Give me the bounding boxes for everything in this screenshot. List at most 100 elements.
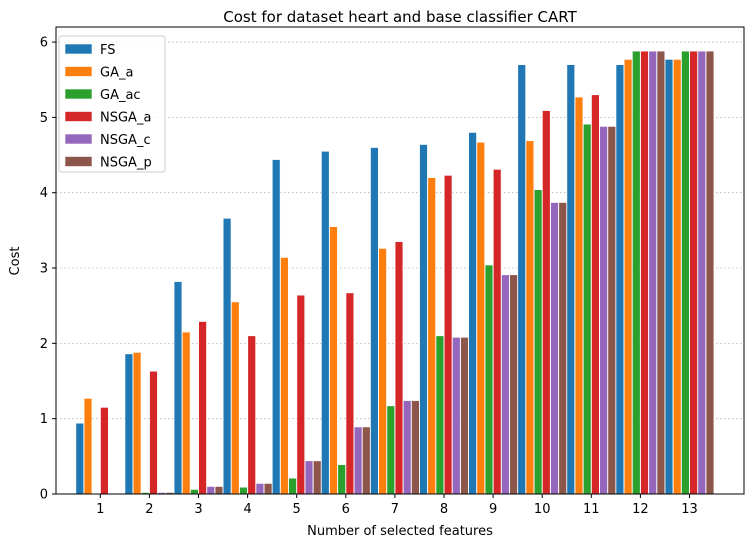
- chart-title: Cost for dataset heart and base classifi…: [223, 8, 577, 26]
- bar-ga-ac: [681, 50, 690, 495]
- bar-ga-ac: [288, 477, 297, 495]
- bar-nsga-a: [100, 407, 109, 495]
- legend-swatch: [64, 133, 93, 145]
- bar-nsga-p: [362, 426, 371, 495]
- bar-nsga-c: [353, 426, 363, 495]
- bar-ga-a: [132, 352, 142, 495]
- x-tick-label: 2: [145, 502, 153, 517]
- bar-fs: [517, 64, 526, 495]
- bar-fs: [370, 147, 379, 495]
- legend-label: GA_a: [100, 66, 133, 81]
- bar-nsga-p: [509, 274, 518, 495]
- bar-fs: [615, 64, 625, 495]
- bar-fs: [75, 422, 85, 495]
- bar-nsga-c: [550, 202, 559, 495]
- y-tick-label: 1: [40, 412, 48, 427]
- bar-nsga-a: [345, 292, 355, 495]
- bar-nsga-a: [296, 294, 305, 495]
- bar-ga-ac: [190, 489, 199, 495]
- y-tick-label: 5: [40, 111, 48, 126]
- bar-ga-a: [623, 59, 633, 495]
- bar-nsga-p: [214, 486, 224, 495]
- bar-ga-a: [476, 141, 485, 495]
- y-tick-label: 4: [40, 186, 48, 201]
- bar-fs: [173, 281, 183, 495]
- bar-nsga-c: [206, 486, 215, 495]
- bar-nsga-a: [198, 321, 207, 495]
- legend: FS GA_a GA_ac NSGA_a NSGA_c NSGA_p: [58, 35, 166, 173]
- x-tick-label: 11: [583, 502, 600, 517]
- y-tick-label: 6: [40, 36, 48, 51]
- bar-nsga-p: [411, 400, 420, 495]
- legend-swatch: [64, 66, 93, 77]
- legend-swatch: [64, 88, 93, 100]
- bar-ga-a: [83, 398, 93, 495]
- y-axis-ticks: 0 1 2 3 4 5 6: [40, 36, 56, 503]
- bar-nsga-p: [460, 337, 469, 495]
- legend-label: NSGA_c: [100, 133, 151, 148]
- bar-nsga-c: [304, 460, 314, 495]
- bar-nsga-c: [697, 50, 707, 495]
- legend-label: NSGA_a: [100, 111, 151, 126]
- x-tick-label: 13: [681, 502, 698, 517]
- bar-nsga-a: [689, 50, 698, 495]
- bar-fs: [271, 159, 281, 495]
- bar-nsga-c: [452, 337, 461, 495]
- legend-label: FS: [100, 43, 116, 58]
- bar-nsga-c: [402, 400, 412, 495]
- y-axis-label: Cost: [8, 247, 23, 276]
- bar-fs: [664, 59, 674, 495]
- bar-ga-ac: [337, 464, 346, 495]
- bar-nsga-c: [648, 50, 657, 495]
- bar-nsga-p: [607, 126, 617, 495]
- x-axis-label: Number of selected features: [307, 524, 493, 539]
- y-tick-label: 3: [40, 262, 48, 277]
- bar-nsga-a: [640, 50, 649, 495]
- bar-nsga-p: [705, 50, 715, 495]
- bar-nsga-p: [263, 483, 273, 495]
- bar-fs: [468, 132, 477, 495]
- legend-label: GA_ac: [100, 88, 141, 103]
- bar-nsga-p: [656, 50, 666, 495]
- plot-frame: [55, 26, 745, 495]
- bar-ga-a: [672, 59, 682, 495]
- x-tick-label: 7: [391, 502, 399, 517]
- x-axis-ticks: 1 2 3 4 5 6 7 8 9 10 11 12 13: [96, 494, 698, 517]
- bar-nsga-c: [255, 483, 265, 495]
- x-tick-label: 3: [194, 502, 202, 517]
- bar-ga-ac: [239, 486, 248, 495]
- bar-ga-ac: [386, 405, 395, 495]
- bar-ga-a: [329, 226, 338, 495]
- x-tick-label: 12: [632, 502, 649, 517]
- bar-ga-ac: [533, 189, 543, 495]
- x-tick-label: 5: [293, 502, 301, 517]
- bar-nsga-a: [443, 175, 453, 495]
- bar-ga-ac: [582, 123, 592, 495]
- bar-ga-ac: [632, 50, 641, 495]
- bar-fs: [419, 144, 428, 495]
- y-tick-label: 2: [40, 337, 48, 352]
- x-tick-label: 9: [489, 502, 497, 517]
- bar-fs: [321, 150, 330, 495]
- x-tick-label: 6: [342, 502, 350, 517]
- x-tick-label: 8: [440, 502, 448, 517]
- y-tick-label: 0: [40, 488, 48, 503]
- bar-ga-ac: [484, 264, 494, 495]
- bar-nsga-c: [599, 126, 608, 495]
- bar-nsga-a: [492, 169, 502, 495]
- bar-nsga-a: [591, 94, 600, 495]
- bar-nsga-c: [501, 274, 510, 495]
- legend-swatch: [64, 156, 93, 167]
- bar-fs: [222, 218, 232, 495]
- bar-ga-a: [280, 257, 289, 495]
- bar-nsga-a: [542, 110, 551, 495]
- bars: [75, 50, 715, 495]
- bar-ga-a: [525, 140, 535, 495]
- bar-ga-a: [427, 177, 436, 495]
- bar-nsga-a: [149, 370, 158, 495]
- bar-ga-a: [574, 96, 584, 495]
- bar-ga-ac: [435, 335, 445, 495]
- bar-fs: [566, 64, 576, 495]
- bar-nsga-p: [312, 460, 322, 495]
